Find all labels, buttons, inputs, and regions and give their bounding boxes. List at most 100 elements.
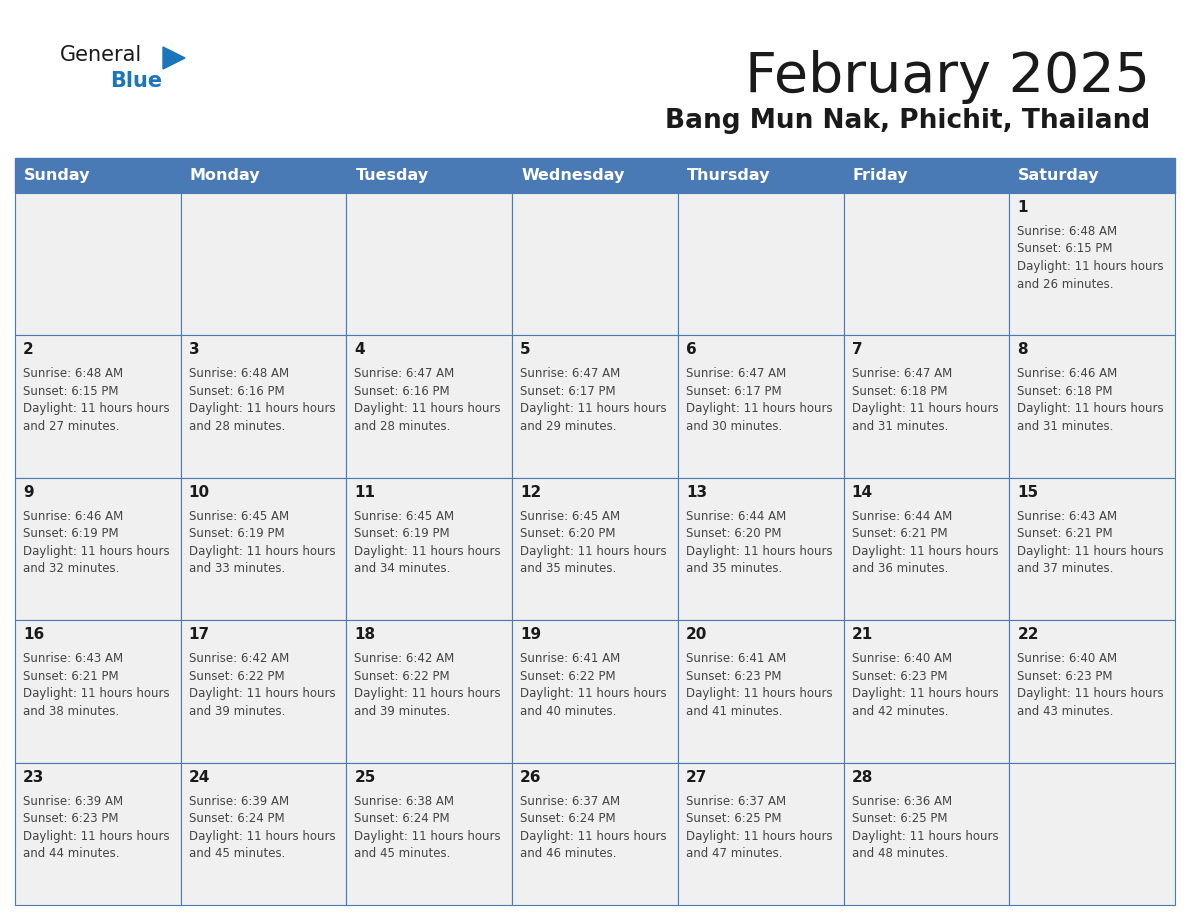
Text: Daylight: 11 hours hours: Daylight: 11 hours hours bbox=[354, 830, 501, 843]
Text: 26: 26 bbox=[520, 769, 542, 785]
Bar bbox=[181, 193, 347, 335]
Text: and 28 minutes.: and 28 minutes. bbox=[189, 420, 285, 433]
Text: Sunrise: 6:39 AM: Sunrise: 6:39 AM bbox=[23, 795, 124, 808]
Text: Sunrise: 6:42 AM: Sunrise: 6:42 AM bbox=[189, 652, 289, 666]
Text: Daylight: 11 hours hours: Daylight: 11 hours hours bbox=[852, 830, 998, 843]
Bar bbox=[1010, 158, 1175, 193]
Text: and 31 minutes.: and 31 minutes. bbox=[1017, 420, 1113, 433]
Bar bbox=[512, 193, 678, 335]
Text: Sunset: 6:23 PM: Sunset: 6:23 PM bbox=[685, 670, 782, 683]
Text: Sunrise: 6:45 AM: Sunrise: 6:45 AM bbox=[189, 509, 289, 522]
Bar bbox=[512, 763, 678, 905]
Text: Friday: Friday bbox=[853, 168, 908, 183]
Text: Sunday: Sunday bbox=[24, 168, 90, 183]
Text: and 48 minutes.: and 48 minutes. bbox=[852, 847, 948, 860]
Text: Sunrise: 6:48 AM: Sunrise: 6:48 AM bbox=[1017, 225, 1118, 238]
Text: 3: 3 bbox=[189, 342, 200, 357]
Bar bbox=[843, 763, 1010, 905]
Text: and 47 minutes.: and 47 minutes. bbox=[685, 847, 783, 860]
Bar bbox=[181, 621, 347, 763]
Text: Sunrise: 6:46 AM: Sunrise: 6:46 AM bbox=[23, 509, 124, 522]
Text: Daylight: 11 hours hours: Daylight: 11 hours hours bbox=[1017, 544, 1164, 558]
Text: 25: 25 bbox=[354, 769, 375, 785]
Text: 28: 28 bbox=[852, 769, 873, 785]
Text: Sunrise: 6:36 AM: Sunrise: 6:36 AM bbox=[852, 795, 952, 808]
Bar bbox=[512, 335, 678, 477]
Text: Daylight: 11 hours hours: Daylight: 11 hours hours bbox=[189, 688, 335, 700]
Text: Daylight: 11 hours hours: Daylight: 11 hours hours bbox=[520, 830, 666, 843]
Text: 21: 21 bbox=[852, 627, 873, 643]
Text: 5: 5 bbox=[520, 342, 531, 357]
Bar bbox=[678, 621, 843, 763]
Bar bbox=[843, 477, 1010, 621]
Text: Wednesday: Wednesday bbox=[522, 168, 625, 183]
Text: Sunrise: 6:47 AM: Sunrise: 6:47 AM bbox=[354, 367, 455, 380]
Text: Sunset: 6:19 PM: Sunset: 6:19 PM bbox=[23, 527, 119, 541]
Text: 12: 12 bbox=[520, 485, 542, 499]
Text: Sunset: 6:22 PM: Sunset: 6:22 PM bbox=[189, 670, 284, 683]
Bar bbox=[1010, 763, 1175, 905]
Bar bbox=[1010, 193, 1175, 335]
Bar bbox=[15, 477, 181, 621]
Text: and 31 minutes.: and 31 minutes. bbox=[852, 420, 948, 433]
Bar bbox=[347, 335, 512, 477]
Text: 11: 11 bbox=[354, 485, 375, 499]
Bar bbox=[15, 158, 181, 193]
Text: Sunset: 6:24 PM: Sunset: 6:24 PM bbox=[520, 812, 615, 825]
Text: and 44 minutes.: and 44 minutes. bbox=[23, 847, 120, 860]
Bar bbox=[843, 335, 1010, 477]
Text: and 40 minutes.: and 40 minutes. bbox=[520, 705, 617, 718]
Text: Sunrise: 6:48 AM: Sunrise: 6:48 AM bbox=[23, 367, 124, 380]
Text: and 29 minutes.: and 29 minutes. bbox=[520, 420, 617, 433]
Text: Sunset: 6:23 PM: Sunset: 6:23 PM bbox=[852, 670, 947, 683]
Bar bbox=[678, 477, 843, 621]
Text: Sunset: 6:24 PM: Sunset: 6:24 PM bbox=[189, 812, 284, 825]
Text: Bang Mun Nak, Phichit, Thailand: Bang Mun Nak, Phichit, Thailand bbox=[665, 108, 1150, 134]
Text: 1: 1 bbox=[1017, 200, 1028, 215]
Bar bbox=[15, 621, 181, 763]
Bar bbox=[347, 621, 512, 763]
Text: Sunrise: 6:47 AM: Sunrise: 6:47 AM bbox=[852, 367, 952, 380]
Text: Daylight: 11 hours hours: Daylight: 11 hours hours bbox=[685, 830, 833, 843]
Text: Sunrise: 6:41 AM: Sunrise: 6:41 AM bbox=[520, 652, 620, 666]
Text: and 38 minutes.: and 38 minutes. bbox=[23, 705, 119, 718]
Text: Sunrise: 6:45 AM: Sunrise: 6:45 AM bbox=[520, 509, 620, 522]
Bar bbox=[678, 335, 843, 477]
Text: Sunrise: 6:40 AM: Sunrise: 6:40 AM bbox=[852, 652, 952, 666]
Bar bbox=[181, 763, 347, 905]
Text: 10: 10 bbox=[189, 485, 210, 499]
Text: Sunset: 6:18 PM: Sunset: 6:18 PM bbox=[852, 385, 947, 397]
Text: Sunset: 6:25 PM: Sunset: 6:25 PM bbox=[685, 812, 782, 825]
Text: Daylight: 11 hours hours: Daylight: 11 hours hours bbox=[1017, 688, 1164, 700]
Text: and 32 minutes.: and 32 minutes. bbox=[23, 563, 119, 576]
Text: Monday: Monday bbox=[190, 168, 260, 183]
Text: Daylight: 11 hours hours: Daylight: 11 hours hours bbox=[520, 402, 666, 416]
Text: Saturday: Saturday bbox=[1018, 168, 1100, 183]
Text: 18: 18 bbox=[354, 627, 375, 643]
Text: 6: 6 bbox=[685, 342, 696, 357]
Text: and 42 minutes.: and 42 minutes. bbox=[852, 705, 948, 718]
Text: 17: 17 bbox=[189, 627, 210, 643]
Text: Sunset: 6:16 PM: Sunset: 6:16 PM bbox=[354, 385, 450, 397]
Bar bbox=[843, 621, 1010, 763]
Text: 23: 23 bbox=[23, 769, 44, 785]
Text: Daylight: 11 hours hours: Daylight: 11 hours hours bbox=[23, 402, 170, 416]
Text: Sunset: 6:21 PM: Sunset: 6:21 PM bbox=[23, 670, 119, 683]
Text: Sunrise: 6:44 AM: Sunrise: 6:44 AM bbox=[685, 509, 786, 522]
Text: 20: 20 bbox=[685, 627, 707, 643]
Bar bbox=[843, 158, 1010, 193]
Bar bbox=[181, 335, 347, 477]
Text: Sunset: 6:18 PM: Sunset: 6:18 PM bbox=[1017, 385, 1113, 397]
Text: Daylight: 11 hours hours: Daylight: 11 hours hours bbox=[1017, 260, 1164, 273]
Bar bbox=[347, 158, 512, 193]
Text: Sunset: 6:23 PM: Sunset: 6:23 PM bbox=[1017, 670, 1113, 683]
Bar bbox=[678, 158, 843, 193]
Text: Daylight: 11 hours hours: Daylight: 11 hours hours bbox=[685, 544, 833, 558]
Bar bbox=[347, 763, 512, 905]
Polygon shape bbox=[163, 47, 185, 69]
Text: and 45 minutes.: and 45 minutes. bbox=[354, 847, 450, 860]
Text: 9: 9 bbox=[23, 485, 33, 499]
Bar bbox=[678, 763, 843, 905]
Text: Sunrise: 6:41 AM: Sunrise: 6:41 AM bbox=[685, 652, 786, 666]
Text: Thursday: Thursday bbox=[687, 168, 770, 183]
